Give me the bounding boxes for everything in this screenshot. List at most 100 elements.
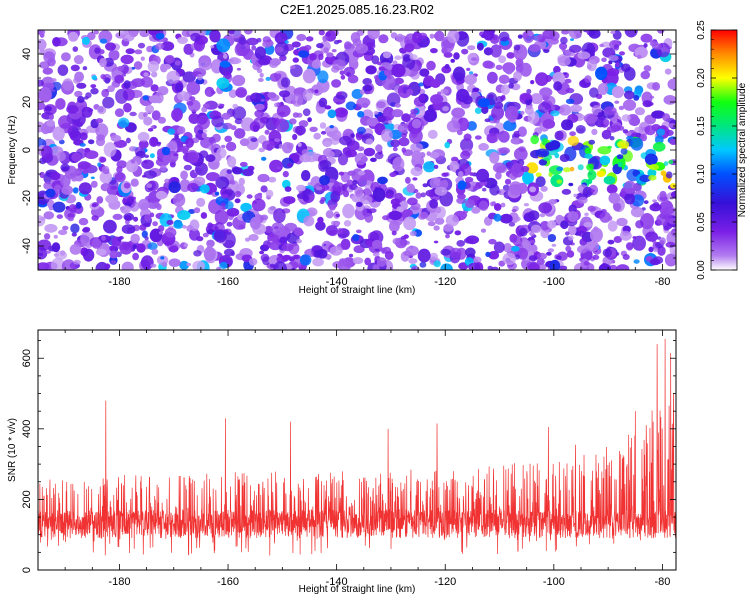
heatmap-cell [287,163,293,168]
heatmap-cell [160,256,165,260]
heatmap-cell [61,52,71,62]
heatmap-cell [649,164,659,171]
heatmap-cell [168,245,179,253]
heatmap-cell [329,245,343,256]
heatmap-cell [324,56,336,63]
heatmap-cell [423,109,438,123]
heatmap-cell [548,199,558,205]
heatmap-cell [343,220,352,227]
heatmap-cell [137,131,150,142]
heatmap-cell [471,57,478,61]
heatmap-cell [444,141,451,149]
heatmap-cell [633,95,640,101]
x-tick-label: -180 [108,576,130,588]
heatmap-cell [405,245,419,256]
heatmap-cell [149,153,155,159]
heatmap-cell [450,58,456,63]
heatmap-cell [488,238,497,245]
heatmap-cell [624,67,636,81]
heatmap-cell [591,128,598,136]
heatmap-cell [535,172,542,178]
heatmap-cell [70,223,80,234]
heatmap-cell [433,164,439,169]
heatmap-cell [603,119,610,126]
heatmap-cell [597,146,612,155]
heatmap-cell [120,205,132,214]
colorbar-tick-label: 0.05 [696,212,707,232]
heatmap-cell [90,180,98,188]
heatmap-cell [561,30,570,35]
heatmap-cell [91,238,102,249]
heatmap-cell [429,199,438,209]
heatmap-cell [166,70,180,84]
heatmap-cell [296,239,302,244]
heatmap-cell [611,86,625,99]
heatmap-cell [513,147,528,161]
heatmap-cell [451,156,459,163]
heatmap-cell [456,88,469,103]
heatmap-cell [409,54,418,60]
heatmap-cell [311,59,322,69]
heatmap-cell [273,261,288,270]
heatmap-cell [249,121,261,132]
heatmap-cell [392,60,398,66]
heatmap-cell [355,43,369,54]
heatmap-cell [540,185,548,192]
heatmap-cell [161,146,171,156]
heatmap-cell [232,74,246,87]
heatmap-cell [251,45,257,51]
heatmap-cell [301,170,311,182]
heatmap-cell [323,47,330,54]
heatmap-cell [134,49,143,55]
heatmap-cell [123,102,132,113]
heatmap-cell [618,105,625,111]
heatmap-cell [143,72,149,77]
heatmap-cell [614,100,620,104]
heatmap-cell [527,111,540,125]
heatmap-cell [394,103,401,108]
heatmap-cell [657,245,666,256]
heatmap-cell [109,250,119,259]
heatmap-cell [530,224,542,234]
heatmap-cell [77,161,91,170]
heatmap-cell [82,248,95,262]
heatmap-cell [412,177,418,181]
heatmap-cell [186,100,194,106]
heatmap-cell [289,118,297,125]
y-tick-label: 600 [21,349,33,367]
heatmap-cell [489,151,500,164]
heatmap-cell [376,257,387,267]
heatmap-cell [95,137,106,147]
heatmap-cell [51,242,61,253]
heatmap-cell [670,190,676,199]
heatmap-cell [672,249,676,255]
heatmap-cell [536,252,547,260]
heatmap-cell [498,74,510,85]
heatmap-cell [137,30,146,34]
heatmap-cell [640,33,653,43]
heatmap-cell [469,172,474,176]
heatmap-cell [477,98,491,108]
heatmap-cell [214,209,229,225]
heatmap-cell [162,63,172,70]
heatmap-cell [151,71,158,78]
heatmap-cell [616,154,624,160]
heatmap-cell [38,262,50,270]
heatmap-cell [187,151,199,164]
heatmap-cell [522,170,534,185]
heatmap-cell [43,211,55,220]
heatmap-cell [132,244,138,250]
heatmap-cell [588,30,601,39]
heatmap-cell [140,255,154,270]
heatmap-cell [372,187,386,202]
heatmap-cell [146,183,153,189]
heatmap-cell [169,161,176,168]
heatmap-cell [382,51,392,59]
heatmap-cell [238,177,245,186]
heatmap-y-label: Frequency (Hz) [7,116,18,185]
heatmap-cell [221,193,229,199]
heatmap-cell [506,52,515,59]
heatmap-cell [274,138,281,143]
heatmap-cell [465,199,476,209]
